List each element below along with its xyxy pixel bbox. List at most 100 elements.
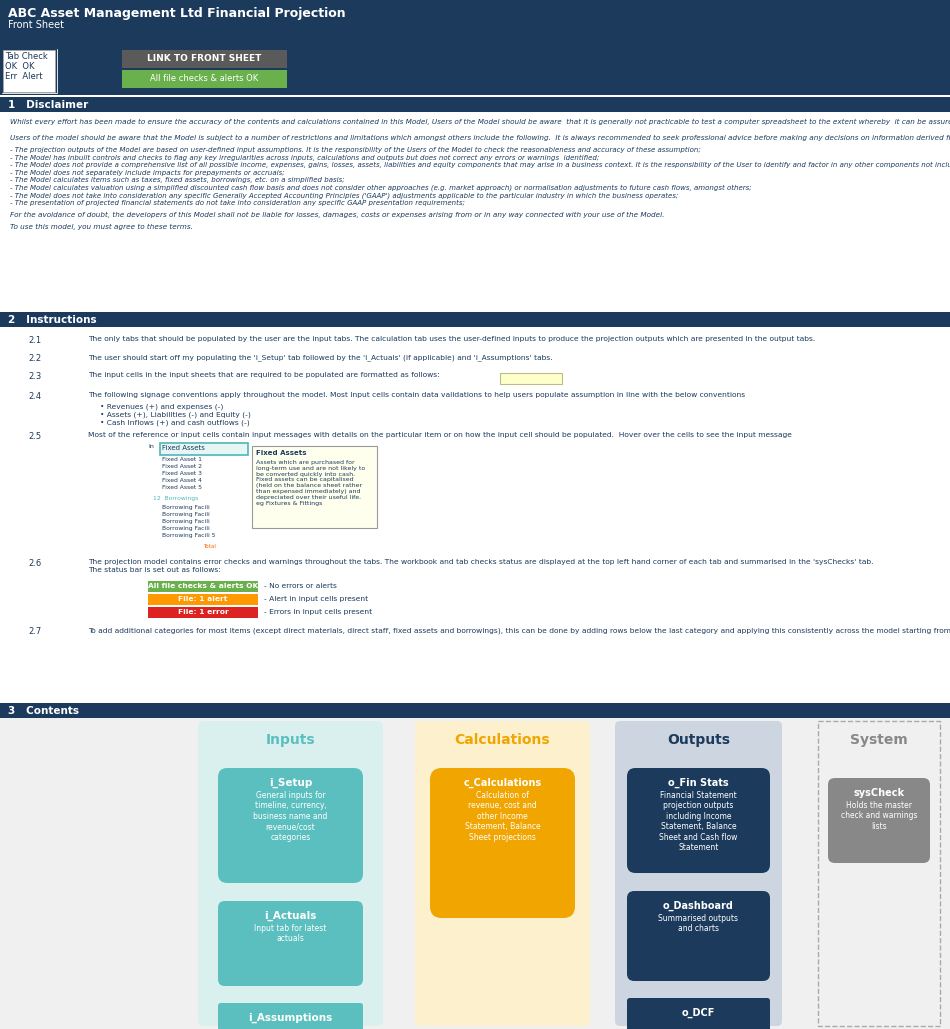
Text: ABC Asset Management Ltd Financial Projection: ABC Asset Management Ltd Financial Proje… (8, 7, 346, 20)
Text: 2.3: 2.3 (28, 372, 41, 381)
Text: File: 1 error: File: 1 error (178, 609, 228, 615)
Bar (0, 0, 950, 95)
Text: - Alert in input cells present: - Alert in input cells present (264, 596, 369, 602)
Text: All file checks & alerts OK: All file checks & alerts OK (148, 583, 258, 589)
Text: OK  OK: OK OK (5, 62, 34, 71)
Bar (0, 703, 950, 718)
Text: For the avoidance of doubt, the developers of this Model shall not be liable for: For the avoidance of doubt, the develope… (10, 212, 664, 218)
Text: Outputs: Outputs (667, 733, 730, 747)
Bar (0, 327, 950, 717)
Text: o_Fin Stats: o_Fin Stats (668, 778, 729, 788)
Text: The user should start off my populating the 'i_Setup' tab followed by the 'i_Act: The user should start off my populating … (88, 354, 553, 361)
Text: - The Model calculates valuation using a simplified discounted cash flow basis a: - The Model calculates valuation using a… (10, 184, 751, 191)
Text: Users of the model should be aware that the Model is subject to a number of rest: Users of the model should be aware that … (10, 135, 950, 141)
Text: 3   Contents: 3 Contents (8, 706, 79, 716)
Text: 2   Instructions: 2 Instructions (8, 315, 97, 325)
Text: Tab Check: Tab Check (5, 52, 48, 61)
FancyBboxPatch shape (627, 891, 770, 981)
Text: - The Model does not separately include impacts for prepayments or accruals;: - The Model does not separately include … (10, 170, 285, 176)
Text: • Revenues (+) and expenses (-): • Revenues (+) and expenses (-) (100, 403, 223, 410)
Text: To add additional categories for most items (except direct materials, direct sta: To add additional categories for most it… (88, 627, 950, 634)
Text: Inputs: Inputs (266, 733, 315, 747)
FancyBboxPatch shape (615, 721, 782, 1026)
Bar (818, 721, 940, 1026)
FancyBboxPatch shape (218, 768, 363, 883)
Text: 2.5: 2.5 (28, 432, 41, 441)
Text: Summarised outputs
and charts: Summarised outputs and charts (658, 914, 738, 933)
Text: Assets which are purchased for
long-term use and are not likely to
be converted : Assets which are purchased for long-term… (256, 460, 365, 505)
Text: - The Model does not provide a comprehensive list of all possible income, expens: - The Model does not provide a comprehen… (10, 162, 950, 168)
FancyBboxPatch shape (627, 998, 770, 1029)
Text: 2.7: 2.7 (28, 627, 41, 636)
Bar (0, 312, 950, 327)
Text: Front Sheet: Front Sheet (8, 20, 64, 30)
Bar (148, 607, 258, 618)
Text: Financial Statement
projection outputs
including Income
Statement, Balance
Sheet: Financial Statement projection outputs i… (659, 791, 738, 852)
Text: The input cells in the input sheets that are required to be populated are format: The input cells in the input sheets that… (88, 372, 440, 378)
Text: c_Calculations: c_Calculations (464, 778, 541, 788)
Bar (2, 49, 57, 93)
Bar (122, 70, 287, 88)
Text: General inputs for
timeline, currency,
business name and
revenue/cost
categories: General inputs for timeline, currency, b… (254, 791, 328, 842)
Text: Most of the reference or input cells contain input messages with details on the : Most of the reference or input cells con… (88, 432, 792, 438)
Text: • Assets (+), Liabilities (-) and Equity (-): • Assets (+), Liabilities (-) and Equity… (100, 411, 251, 418)
Text: - The Model calculates items such as taxes, fixed assets, borrowings, etc. on a : - The Model calculates items such as tax… (10, 177, 345, 183)
Bar (0, 718, 950, 1029)
Bar (2, 49, 57, 93)
Text: LINK TO FRONT SHEET: LINK TO FRONT SHEET (147, 54, 261, 63)
Text: - Errors in input cells present: - Errors in input cells present (264, 609, 372, 615)
Text: - No errors or alerts: - No errors or alerts (264, 583, 337, 589)
Bar (0, 112, 950, 307)
Text: Input tab for latest
actuals: Input tab for latest actuals (255, 924, 327, 944)
Text: The status bar is set out as follows:: The status bar is set out as follows: (88, 567, 220, 573)
Text: Calculations: Calculations (455, 733, 550, 747)
Text: Fixed Assets: Fixed Assets (256, 450, 307, 456)
Text: - The projection outputs of the Model are based on user-defined input assumption: - The projection outputs of the Model ar… (10, 147, 701, 153)
Text: The only tabs that should be populated by the user are the input tabs. The calcu: The only tabs that should be populated b… (88, 336, 815, 342)
FancyBboxPatch shape (415, 721, 590, 1026)
Text: 2.4: 2.4 (28, 392, 41, 401)
Text: Borrowing Facili 5: Borrowing Facili 5 (162, 533, 216, 538)
FancyBboxPatch shape (218, 901, 363, 986)
Text: Borrowing Facili: Borrowing Facili (162, 505, 210, 510)
Text: Calculation of
revenue, cost and
other Income
Statement, Balance
Sheet projectio: Calculation of revenue, cost and other I… (465, 791, 541, 842)
Text: System: System (850, 733, 908, 747)
Text: Err  Alert: Err Alert (5, 72, 43, 81)
Text: o_Dashboard: o_Dashboard (663, 901, 734, 912)
Text: 12  Borrowings: 12 Borrowings (153, 496, 199, 501)
FancyBboxPatch shape (627, 768, 770, 873)
Text: All file checks & alerts OK: All file checks & alerts OK (150, 74, 258, 83)
Text: File: 1 alert: File: 1 alert (179, 596, 228, 602)
Text: • Cash Inflows (+) and cash outflows (-): • Cash Inflows (+) and cash outflows (-) (100, 419, 250, 426)
Text: Borrowing Facili: Borrowing Facili (162, 519, 210, 524)
Text: i_Assumptions: i_Assumptions (248, 1013, 332, 1023)
Text: Borrowing Facili: Borrowing Facili (162, 512, 210, 517)
Text: The projection model contains error checks and warnings throughout the tabs. The: The projection model contains error chec… (88, 559, 873, 565)
Bar (148, 581, 258, 592)
Text: Total: Total (203, 544, 216, 549)
Text: 2.1: 2.1 (28, 336, 41, 345)
Text: sysCheck: sysCheck (853, 788, 904, 799)
Text: Fixed Asset 2: Fixed Asset 2 (162, 464, 202, 469)
Bar (3, 50, 55, 92)
Text: - The Model does not take into consideration any specific Generally Accepted Acc: - The Model does not take into considera… (10, 192, 678, 199)
Text: 1   Disclaimer: 1 Disclaimer (8, 100, 88, 110)
Text: Fixed Asset 5: Fixed Asset 5 (162, 485, 202, 490)
Bar (500, 372, 562, 384)
Text: i_Setup: i_Setup (269, 778, 313, 788)
FancyBboxPatch shape (218, 1003, 363, 1029)
Bar (2, 49, 57, 93)
Bar (160, 443, 248, 455)
Text: Fixed Assets: Fixed Assets (162, 445, 205, 451)
Text: Borrowing Facili: Borrowing Facili (162, 526, 210, 531)
FancyBboxPatch shape (198, 721, 383, 1026)
Text: o_DCF: o_DCF (682, 1008, 715, 1019)
Bar (122, 50, 287, 68)
Bar (148, 594, 258, 605)
Text: Fixed Asset 4: Fixed Asset 4 (162, 478, 201, 483)
Text: Fixed Asset 1: Fixed Asset 1 (162, 457, 202, 462)
Text: Fixed Asset 3: Fixed Asset 3 (162, 471, 201, 476)
Text: In: In (148, 443, 154, 449)
Text: Holds the master
check and warnings
lists: Holds the master check and warnings list… (841, 801, 918, 830)
Text: The following signage conventions apply throughout the model. Most Input cells c: The following signage conventions apply … (88, 392, 745, 398)
